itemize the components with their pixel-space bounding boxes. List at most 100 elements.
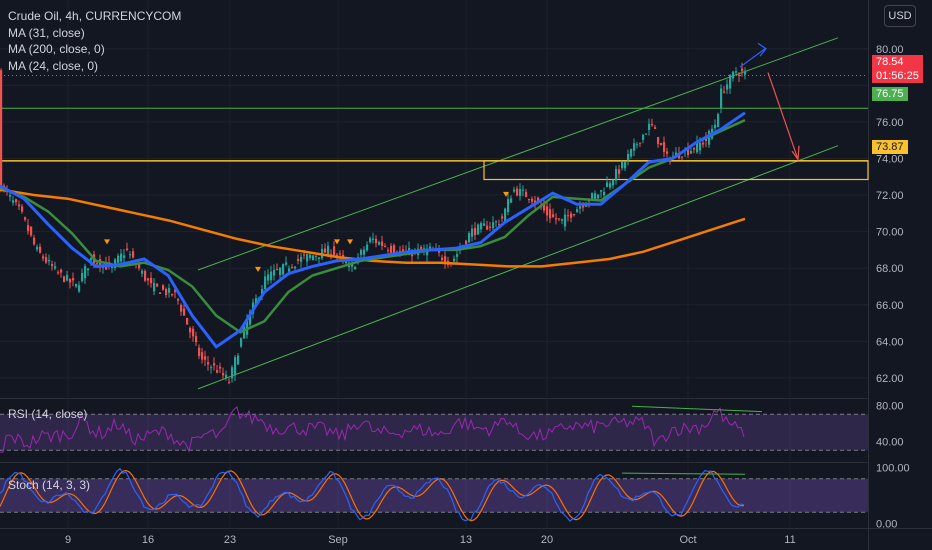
candle-body	[57, 272, 60, 274]
candle-body	[369, 238, 372, 243]
candle-body	[657, 137, 660, 145]
candle-countdown: 01:56:25	[876, 70, 919, 82]
candle-body	[333, 246, 336, 256]
candle-body	[561, 218, 564, 221]
time-axis-label: Sep	[328, 534, 348, 546]
candle-body	[636, 144, 639, 146]
candle-body	[729, 74, 732, 89]
stoch-k-line	[0, 467, 745, 522]
ma200-line	[0, 188, 746, 268]
candle-body	[171, 293, 174, 296]
candle-body	[591, 193, 594, 199]
candle-body	[618, 169, 621, 174]
candle-body	[594, 193, 597, 200]
candle-body	[663, 142, 666, 152]
candle-body	[27, 225, 30, 232]
candle-body	[168, 288, 171, 293]
candle-body	[705, 137, 708, 142]
candle-body	[621, 161, 624, 169]
candle-body	[633, 143, 636, 151]
candle-body	[81, 273, 84, 282]
candle-body	[744, 71, 747, 75]
indicator-ma31[interactable]: MA (31, close)	[8, 25, 85, 40]
signal-marker	[104, 239, 110, 245]
candle-body	[75, 283, 78, 287]
candle-body	[342, 254, 345, 258]
candle-body	[687, 148, 690, 156]
candle-body	[381, 241, 384, 246]
candle-body	[486, 225, 489, 230]
candle-body	[375, 238, 378, 244]
signal-marker	[334, 239, 340, 245]
candle-body	[477, 224, 480, 235]
candle-body	[639, 142, 642, 144]
indicator-ma24[interactable]: MA (24, close, 0)	[8, 58, 99, 73]
candle-body	[429, 246, 432, 249]
candle-body	[309, 254, 312, 258]
candle-body	[549, 209, 552, 219]
candle-body	[315, 255, 318, 257]
rsi-axis-label: 40.00	[876, 436, 904, 448]
candle-body	[699, 142, 702, 151]
candle-body	[141, 270, 144, 274]
candle-body	[723, 91, 726, 93]
rsi-line	[0, 406, 745, 453]
candle-body	[642, 134, 645, 140]
candle-body	[42, 256, 45, 259]
candle-body	[192, 328, 195, 337]
candle-body	[201, 352, 204, 360]
candle-body	[180, 304, 183, 312]
candle-body	[219, 366, 222, 369]
candle-body	[579, 206, 582, 209]
time-axis-label: Oct	[679, 534, 696, 546]
candle-body	[732, 71, 735, 79]
candle-body	[522, 189, 525, 191]
price-axis-label: 76.00	[876, 117, 904, 129]
candle-body	[18, 204, 21, 207]
candle-body	[282, 263, 285, 275]
stoch-axis-label: 0.00	[876, 519, 897, 531]
candle-body	[531, 198, 534, 202]
rsi-label[interactable]: RSI (14, close)	[8, 407, 88, 421]
candle-body	[87, 268, 90, 271]
candle-body	[537, 197, 540, 203]
candle-body	[84, 266, 87, 279]
candle-body	[516, 188, 519, 196]
candle-body	[384, 245, 387, 247]
candle-body	[651, 124, 654, 126]
candle-body	[735, 71, 738, 73]
candle-body	[300, 257, 303, 262]
candle-body	[558, 218, 561, 220]
candle-body	[717, 114, 720, 128]
candle-body	[210, 367, 213, 369]
candle-body	[468, 233, 471, 243]
candle-body	[150, 277, 153, 284]
candle-body	[237, 355, 240, 365]
candle-body	[528, 198, 531, 200]
candle-body	[339, 253, 342, 255]
indicator-ma200[interactable]: MA (200, close, 0)	[8, 42, 105, 56]
candle-body	[72, 278, 75, 281]
price-axis-label: 80.00	[876, 44, 904, 56]
candle-body	[285, 262, 288, 265]
candle-body	[444, 256, 447, 264]
time-axis-label: 20	[541, 534, 553, 546]
candle-body	[372, 238, 375, 240]
candle-body	[570, 213, 573, 218]
candle-body	[270, 271, 273, 281]
currency-button[interactable]: USD	[884, 5, 916, 27]
rsi-divergence-line	[631, 405, 763, 413]
candle-body	[198, 347, 201, 357]
candle-body	[12, 200, 15, 203]
candle-body	[555, 218, 558, 220]
candle-body	[489, 226, 492, 228]
last-price-tag: 78.54 01:56:25	[872, 55, 923, 83]
stoch-label[interactable]: Stoch (14, 3, 3)	[8, 478, 91, 492]
candle-body	[288, 268, 291, 272]
candle-body	[63, 276, 66, 282]
candle-body	[195, 336, 198, 343]
candle-body	[546, 206, 549, 216]
candle-body	[156, 283, 159, 287]
candle-body	[525, 191, 528, 198]
